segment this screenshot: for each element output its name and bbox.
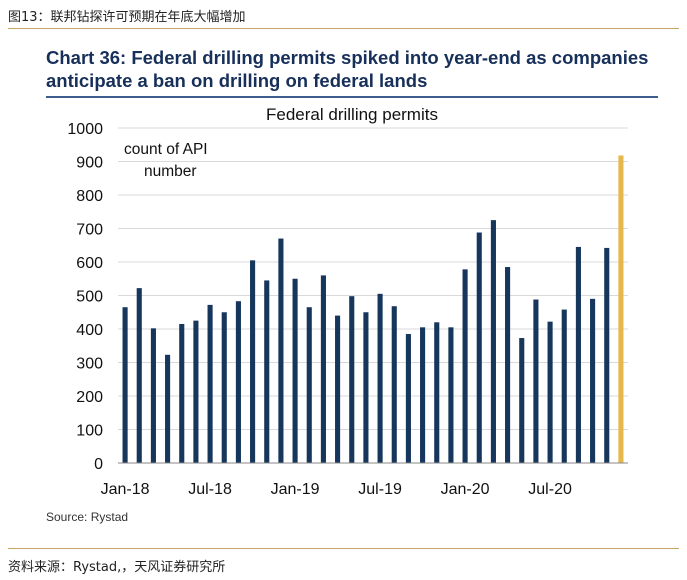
top-divider	[8, 28, 679, 29]
y-tick-label: 800	[76, 188, 103, 205]
y-tick-label: 900	[76, 155, 103, 172]
bar-apr-20	[505, 267, 511, 463]
bar-may-20	[519, 338, 525, 463]
y-axis-label: count of API number	[124, 141, 208, 180]
y-tick-label: 600	[76, 255, 103, 272]
figure-title: 图13：联邦钻探许可预期在年底大幅增加	[8, 10, 246, 25]
bar-sep-19	[405, 334, 411, 463]
bar-jan-18	[122, 307, 128, 463]
bar-oct-20	[590, 298, 596, 463]
y-tick-label: 700	[76, 222, 103, 239]
x-tick-label: Jul-20	[528, 481, 572, 498]
bar-sep-18	[235, 301, 241, 463]
y-tick-label: 0	[94, 456, 103, 473]
bar-jun-19	[363, 312, 369, 463]
y-tick-label: 400	[76, 322, 103, 339]
bar-feb-19	[306, 307, 312, 463]
y-tick-label: 100	[76, 423, 103, 440]
bars	[122, 155, 624, 463]
y-tick-label: 500	[76, 289, 103, 306]
bar-jan-19	[292, 278, 298, 463]
x-tick-labels: Jan-18 Jul-18 Jan-19 Jul-19 Jan-20 Jul-20	[101, 481, 572, 498]
bar-jun-20	[533, 299, 539, 463]
bar-jul-18	[207, 304, 213, 463]
bar-aug-19	[391, 306, 397, 463]
x-tick-label: Jul-19	[358, 481, 402, 498]
bar-apr-19	[335, 315, 341, 463]
bar-may-18	[179, 323, 185, 463]
x-tick-label: Jul-18	[188, 481, 232, 498]
bar-feb-18	[136, 288, 142, 463]
bar-aug-20	[561, 309, 567, 463]
y-tick-label: 300	[76, 356, 103, 373]
gridlines	[118, 127, 628, 430]
bar-nov-19	[434, 322, 440, 463]
bar-oct-18	[250, 260, 256, 463]
bar-nov-20	[604, 247, 610, 463]
bar-may-19	[349, 296, 355, 463]
bar-dec-19	[448, 327, 454, 463]
bar-dec-18	[278, 238, 284, 463]
x-tick-label: Jan-20	[441, 481, 490, 498]
bar-mar-19	[320, 275, 326, 463]
bar-highlight	[618, 155, 624, 463]
y-tick-labels: 0 100 200 300 400 500 600 700 800 900 1000	[67, 121, 103, 473]
x-tick-label: Jan-19	[271, 481, 320, 498]
bar-jul-19	[377, 293, 383, 463]
bar-nov-18	[264, 280, 270, 463]
bar-apr-18	[165, 354, 171, 463]
footnote: 资料来源：Rystad,，天风证券研究所	[8, 560, 226, 575]
y-tick-label: 1000	[67, 121, 103, 138]
bar-jun-18	[193, 320, 199, 463]
bar-feb-20	[476, 232, 482, 463]
chart-heading: Chart 36: Federal drilling permits spike…	[46, 47, 649, 91]
bar-jan-20	[462, 269, 468, 463]
bottom-divider	[8, 548, 679, 549]
chart-area: 0 100 200 300 400 500 600 700 800 900 1000 Jan-18 J…	[0, 98, 687, 518]
heading-underline	[46, 96, 658, 98]
chart-title: Federal drilling permits	[266, 105, 438, 124]
bar-mar-20	[490, 220, 496, 463]
bar-aug-18	[221, 312, 227, 463]
source-note: Source: Rystad	[46, 510, 129, 524]
bar-jul-20	[547, 321, 553, 463]
bar-mar-18	[150, 328, 156, 463]
y-tick-label: 200	[76, 389, 103, 406]
x-tick-label: Jan-18	[101, 481, 150, 498]
bar-sep-20	[575, 246, 581, 463]
bar-oct-19	[420, 327, 426, 463]
